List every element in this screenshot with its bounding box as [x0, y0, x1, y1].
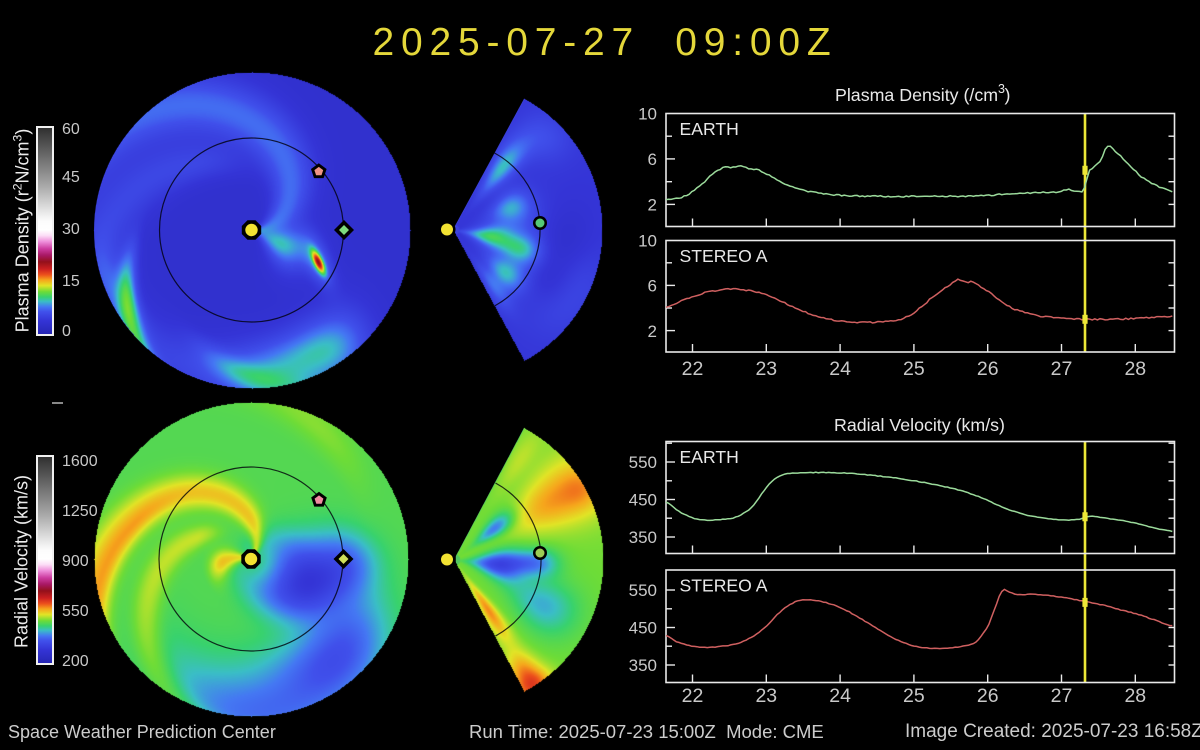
svg-text:10: 10 [638, 231, 657, 250]
svg-text:22: 22 [682, 358, 704, 380]
svg-text:26: 26 [977, 685, 999, 707]
svg-text:22: 22 [682, 685, 704, 707]
svg-text:27: 27 [1051, 685, 1073, 707]
svg-text:24: 24 [829, 358, 851, 380]
svg-text:EARTH: EARTH [680, 447, 739, 467]
svg-text:STEREO A: STEREO A [680, 246, 768, 266]
svg-text:Plasma Density (/cm: Plasma Density (/cm [835, 85, 998, 105]
svg-text:Radial Velocity (km/s): Radial Velocity (km/s) [834, 415, 1005, 435]
svg-text:450: 450 [629, 491, 657, 510]
svg-text:25: 25 [903, 358, 925, 380]
svg-text:550: 550 [629, 453, 657, 472]
svg-text:2: 2 [648, 196, 657, 215]
svg-text:STEREO A: STEREO A [680, 576, 768, 596]
svg-text:6: 6 [648, 150, 657, 169]
svg-text:23: 23 [755, 358, 777, 380]
svg-text:26: 26 [977, 358, 999, 380]
svg-text:): ) [1005, 85, 1011, 105]
svg-text:2: 2 [648, 322, 657, 341]
svg-text:6: 6 [648, 277, 657, 296]
svg-text:10: 10 [638, 105, 657, 124]
svg-text:EARTH: EARTH [680, 119, 739, 139]
svg-text:27: 27 [1051, 358, 1073, 380]
svg-text:23: 23 [755, 685, 777, 707]
svg-text:3: 3 [998, 82, 1005, 96]
svg-text:450: 450 [629, 619, 657, 638]
svg-text:28: 28 [1124, 685, 1146, 707]
svg-text:350: 350 [629, 656, 657, 675]
svg-text:24: 24 [829, 685, 851, 707]
svg-text:350: 350 [629, 528, 657, 547]
svg-text:28: 28 [1124, 358, 1146, 380]
svg-text:25: 25 [903, 685, 925, 707]
svg-text:550: 550 [629, 581, 657, 600]
